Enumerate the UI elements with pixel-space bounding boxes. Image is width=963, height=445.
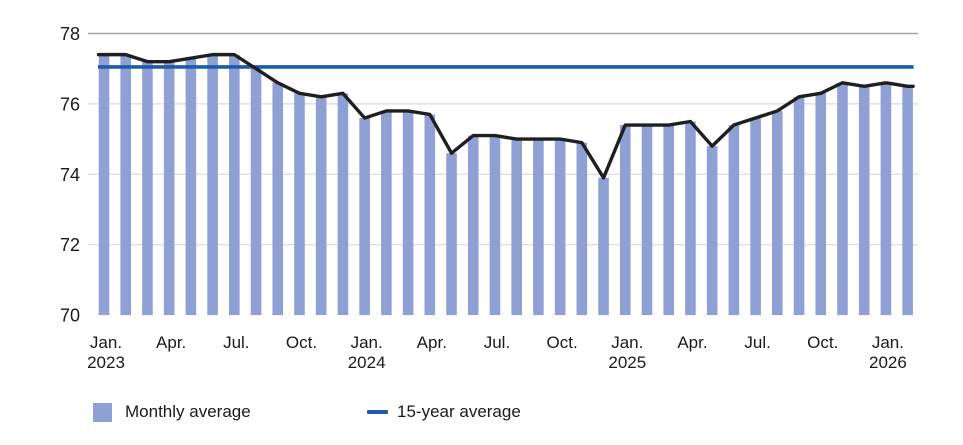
bar-Feb. 2026 xyxy=(902,86,913,316)
x-axis-year-2026: 2026 xyxy=(869,353,907,372)
legend: Monthly average 15-year average xyxy=(0,399,963,429)
bar-Feb. 2025 xyxy=(641,125,653,316)
x-axis-year-2023: 2023 xyxy=(87,353,125,372)
x-axis-label-Oct.: Oct. xyxy=(286,333,317,352)
bar-Jan. 2025 xyxy=(619,125,631,316)
x-axis-label-Jan.2026: Jan. xyxy=(872,333,904,352)
bar-Apr. 2024 xyxy=(424,114,436,316)
bar-Jun. 2024 xyxy=(467,135,479,316)
bar-Mar. 2023 xyxy=(142,61,153,316)
x-axis-label-Jul.: Jul. xyxy=(744,333,770,352)
bar-Jan. 2023 xyxy=(98,54,110,316)
x-axis-label-Oct.: Oct. xyxy=(547,333,578,352)
x-axis-year-2024: 2024 xyxy=(348,353,386,372)
bar-May 2023 xyxy=(185,58,197,316)
x-axis-year-2025: 2025 xyxy=(608,353,646,372)
x-axis-label-Apr.: Apr. xyxy=(156,333,186,352)
legend-item-15-year-average: 15-year average xyxy=(367,399,521,425)
x-axis-label-Apr.: Apr. xyxy=(677,333,707,352)
fifteen-year-average-swatch xyxy=(367,410,388,414)
bar-Dec. 2023 xyxy=(337,93,349,316)
bar-Jul. 2024 xyxy=(489,135,501,316)
bar-Jul. 2025 xyxy=(750,117,761,316)
x-axis-label-Jul.: Jul. xyxy=(484,333,510,352)
y-axis-label-70: 70 xyxy=(60,306,80,326)
y-axis-label-78: 78 xyxy=(60,24,80,44)
bar-Oct. 2024 xyxy=(554,139,566,316)
bar-Feb. 2023 xyxy=(120,54,132,316)
bar-Dec. 2024 xyxy=(598,177,609,316)
bar-Apr. 2025 xyxy=(685,121,696,316)
bar-Dec. 2025 xyxy=(858,86,870,316)
bar-May 2025 xyxy=(706,146,718,316)
y-axis-label-76: 76 xyxy=(60,94,80,114)
bar-Oct. 2025 xyxy=(815,93,827,316)
x-axis-label-Jan.2023: Jan. xyxy=(90,333,122,352)
monthly-average-swatch xyxy=(93,402,112,422)
bar-Sep. 2024 xyxy=(533,139,544,316)
bar-Oct. 2023 xyxy=(294,93,305,316)
bar-Jan. 2026 xyxy=(880,82,892,316)
legend-item-monthly-average: Monthly average xyxy=(93,399,251,425)
monthly-average-top-line xyxy=(96,52,915,180)
y-axis-label-72: 72 xyxy=(60,235,80,255)
y-axis-label-74: 74 xyxy=(60,165,80,185)
bar-May 2024 xyxy=(446,153,457,316)
bar-Feb. 2024 xyxy=(381,110,392,316)
bar-Sep. 2023 xyxy=(272,82,284,316)
bar-Nov. 2023 xyxy=(315,96,327,316)
bar-Sep. 2025 xyxy=(793,96,805,316)
bar-Aug. 2023 xyxy=(250,68,262,316)
x-axis-label-Oct.: Oct. xyxy=(807,333,838,352)
bar-Jun. 2023 xyxy=(207,54,218,316)
bar-Mar. 2025 xyxy=(663,125,675,316)
bar-Jun. 2025 xyxy=(728,125,740,316)
bar-Aug. 2025 xyxy=(772,110,783,316)
bar-Jan. 2024 xyxy=(359,117,370,316)
x-axis-label-Apr.: Apr. xyxy=(417,333,447,352)
bar-Nov. 2025 xyxy=(837,82,848,316)
x-axis-label-Jan.2024: Jan. xyxy=(351,333,383,352)
bar-Jul. 2023 xyxy=(229,54,240,316)
legend-label-15-year-average: 15-year average xyxy=(397,402,521,421)
bar-Aug. 2024 xyxy=(511,139,522,316)
legend-label-monthly-average: Monthly average xyxy=(125,402,251,421)
bar-Mar. 2024 xyxy=(402,110,414,316)
x-axis-label-Jan.2025: Jan. xyxy=(611,333,643,352)
bar-Apr. 2023 xyxy=(163,61,175,316)
x-axis-label-Jul.: Jul. xyxy=(223,333,249,352)
bar-Nov. 2024 xyxy=(576,142,588,316)
